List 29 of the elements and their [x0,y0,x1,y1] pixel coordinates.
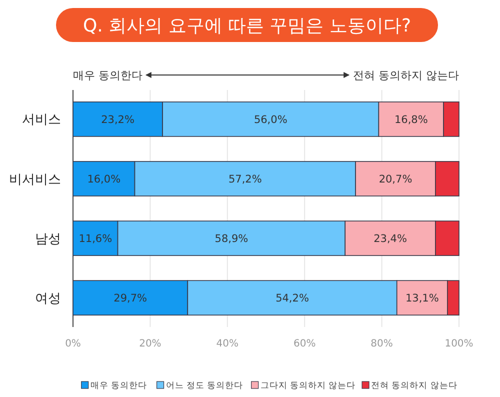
legend-label: 전혀 동의하지 않는다 [371,380,458,391]
y-tick-label: 비서비스 [9,172,61,188]
x-tick-label: 40% [216,338,239,350]
y-tick-label: 남성 [35,232,61,247]
data-label: 57,2% [228,173,262,186]
legend-label: 그다지 동의하지 않는다 [260,380,356,391]
text: 전혀 동의하지 않는다 [353,68,459,82]
y-tick-label: 서비스 [22,112,61,128]
data-label: 23,2% [101,114,134,126]
data-label: 11,6% [78,232,112,245]
x-tick-label: 80% [370,338,393,350]
text: 매우 동의한다 [73,68,142,82]
data-label: 54,2% [276,292,309,304]
legend-label: 매우 동의한다 [90,380,148,391]
data-label: 23,4% [374,232,407,245]
chart-title: Q. 회사의 요구에 따른 꾸밈은 노동이다? [82,15,412,36]
y-tick-label: 여성 [35,291,61,306]
legend-label: 어느 정도 동의한다 [166,380,244,391]
data-label: 20,7% [378,173,412,186]
data-label: 16,8% [394,114,428,126]
x-tick-label: 0% [65,338,81,350]
x-tick-label: 100% [444,338,474,350]
x-tick-label: 20% [139,338,162,350]
data-label: 58,9% [214,232,248,245]
data-label: 56,0% [254,114,288,126]
data-label: 16,0% [87,173,121,186]
data-label: 29,7% [114,292,148,304]
x-tick-label: 60% [293,338,316,350]
data-label: 13,1% [405,292,439,304]
